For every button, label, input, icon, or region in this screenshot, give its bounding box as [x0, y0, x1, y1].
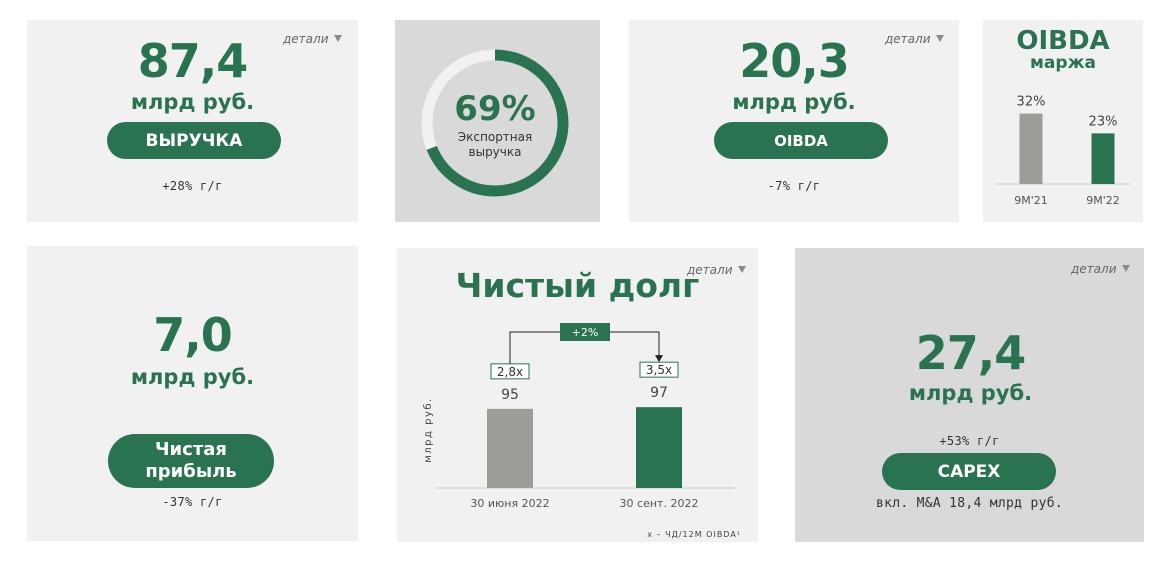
margin-value-label: 23% [1089, 114, 1118, 129]
capex-value: 27,4 [915, 326, 1027, 380]
net-debt-title: Чистый долг [455, 266, 700, 305]
oibda-button[interactable]: OIBDA [714, 122, 888, 159]
net-debt-details-toggle[interactable]: детали [687, 263, 746, 277]
capex-change: +53% г/г [939, 434, 1000, 448]
multiple-box [490, 363, 530, 380]
chevron-down-icon [1121, 265, 1130, 272]
debt-bar [487, 408, 533, 488]
export-percent: 69% [454, 89, 535, 129]
net-profit-value: 7,0 [153, 308, 233, 362]
oibda-value: 20,3 [739, 34, 850, 88]
multiple-label: 2,8x [497, 365, 523, 379]
net-profit-change: -37% г/г [162, 495, 223, 509]
net-profit-unit: млрд руб. [130, 365, 255, 389]
change-badge [560, 323, 610, 341]
oibda-unit: млрд руб. [732, 90, 856, 114]
arrow-down-icon [655, 355, 663, 363]
capex-button-label: CAPEX [937, 461, 1001, 482]
capex-note: вкл. M&A 18,4 млрд руб. [876, 496, 1063, 511]
revenue-value: 87,4 [137, 34, 249, 88]
change-badge-label: +2% [572, 326, 599, 339]
debt-category-label: 30 июня 2022 [470, 497, 549, 510]
capex-button[interactable]: CAPEX [882, 453, 1056, 490]
chevron-down-icon [333, 35, 342, 42]
net-debt-chart: 95 2,8x 30 июня 2022 97 3,5x 30 сент. 2022 +2%… [423, 323, 741, 539]
details-label: детали [1071, 262, 1117, 276]
debt-y-axis-label: млрд руб. [423, 397, 434, 463]
details-label: детали [687, 263, 733, 277]
debt-value-label: 97 [650, 385, 668, 401]
margin-title: OIBDA [1016, 26, 1110, 56]
margin-category-label: 9M'22 [1086, 194, 1120, 207]
chevron-down-icon [737, 266, 746, 273]
chevron-down-icon [935, 35, 944, 42]
oibda-change: -7% г/г [767, 179, 821, 193]
debt-bar [636, 407, 682, 488]
capex-details-toggle[interactable]: детали [1071, 262, 1130, 276]
oibda-button-label: OIBDA [774, 131, 828, 150]
capex-unit: млрд руб. [908, 381, 1033, 405]
capex-card: детали 27,4 млрд руб. +53% г/г CAPEX вкл… [795, 248, 1144, 542]
revenue-change: +28% г/г [162, 179, 223, 193]
export-label-line2: выручка [469, 145, 522, 159]
net-profit-button-line2: прибыль [145, 461, 237, 482]
export-share-card: 69% Экспортная выручка [395, 20, 600, 222]
details-label: детали [885, 32, 931, 46]
revenue-button-label: ВЫРУЧКА [145, 130, 243, 151]
margin-subtitle: маржа [1030, 53, 1096, 73]
oibda-margin-chart: 32% 9M'21 23% 9M'22 [995, 95, 1131, 207]
margin-category-label: 9M'21 [1014, 194, 1048, 207]
revenue-details-toggle[interactable]: детали [283, 32, 342, 46]
export-donut: 69% Экспортная выручка [421, 49, 569, 197]
debt-category-label: 30 сент. 2022 [620, 497, 699, 510]
net-profit-card: 7,0 млрд руб. Чистая прибыль -37% г/г [27, 246, 358, 541]
export-label-line1: Экспортная [458, 130, 532, 144]
oibda-card: детали 20,3 млрд руб. OIBDA -7% г/г [629, 20, 959, 222]
oibda-margin-card: OIBDA маржа 32% 9M'21 23% 9M'22 [983, 20, 1143, 222]
debt-footnote: x – ЧД/12М OIBDA¹ [647, 530, 741, 539]
revenue-card: детали 87,4 млрд руб. ВЫРУЧКА +28% г/г [27, 20, 358, 222]
debt-value-label: 95 [501, 387, 519, 403]
donut-arc [421, 49, 569, 197]
multiple-label: 3,5x [646, 363, 672, 377]
margin-bar [1091, 133, 1115, 184]
oibda-details-toggle[interactable]: детали [885, 32, 944, 46]
net-debt-card: детали Чистый долг 95 2,8x 30 июня 2022 97 3… [397, 248, 758, 542]
revenue-button[interactable]: ВЫРУЧКА [107, 122, 281, 159]
net-profit-button[interactable]: Чистая прибыль [108, 434, 274, 488]
margin-bar [1019, 113, 1043, 184]
revenue-unit: млрд руб. [130, 90, 255, 114]
margin-value-label: 32% [1017, 95, 1046, 110]
net-profit-button-line1: Чистая [155, 439, 227, 460]
details-label: детали [283, 32, 329, 46]
